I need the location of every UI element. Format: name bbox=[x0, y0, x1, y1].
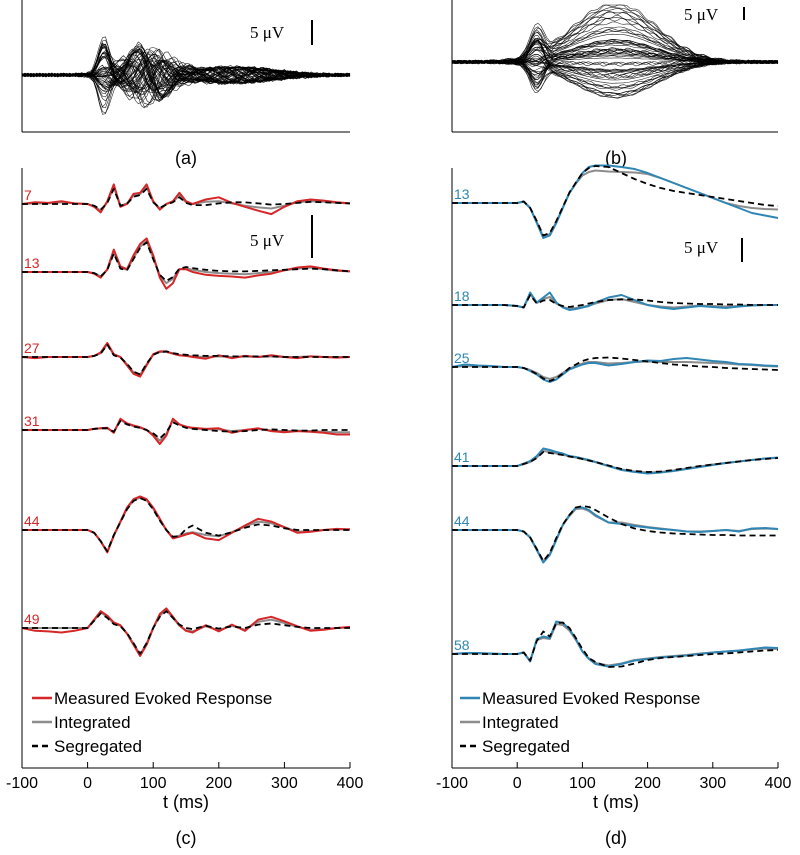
panel-b-overlay-trace bbox=[451, 30, 779, 63]
panel-d-legend-label-0: Measured Evoked Response bbox=[482, 689, 700, 708]
panel-d-channel-label-18: 18 bbox=[454, 288, 470, 304]
panel-c-scalebar-label: 5 μV bbox=[250, 231, 285, 250]
panel-c-legend: Measured Evoked Response Integrated Segreg… bbox=[32, 689, 272, 756]
panel-c-channel-label-13: 13 bbox=[24, 255, 40, 271]
panel-c-ch27-measured-line bbox=[21, 342, 351, 378]
panel-c-ch13-segregated-line bbox=[22, 241, 351, 282]
panel-c-xtick-label-300: 300 bbox=[271, 775, 298, 792]
panel-d-ch41-measured-line bbox=[452, 447, 779, 475]
panel-b-overlay-trace bbox=[452, 54, 779, 81]
panel-c-xtick-label--100: -100 bbox=[6, 775, 38, 792]
panel-d-ch44-segregated-line bbox=[452, 505, 778, 562]
panel-c-channel-label-49: 49 bbox=[24, 611, 40, 627]
panel-b-overlay-trace bbox=[451, 11, 779, 65]
panel-c-channel-label-44: 44 bbox=[24, 513, 40, 529]
panel-c-ch7-integrated-line bbox=[21, 186, 351, 212]
panel-a-scalebar-label: 5 μV bbox=[250, 23, 285, 42]
panel-b-scalebar-label: 5 μV bbox=[684, 5, 719, 24]
panel-d-ch44-integrated-line bbox=[452, 507, 779, 563]
panel-c-xtick-label-400: 400 bbox=[337, 775, 364, 792]
panel-d-ch58-integrated-line bbox=[451, 623, 779, 667]
panel-d-xlabel: t (ms) bbox=[593, 792, 639, 812]
panel-c-ch13-measured-line bbox=[22, 237, 351, 290]
panel-b-overlay-trace bbox=[451, 17, 779, 65]
panel-c-channel-label-27: 27 bbox=[24, 340, 40, 356]
panel-b-overlay-trace bbox=[451, 38, 779, 94]
panel-d-ch13-segregated-line bbox=[452, 165, 779, 237]
panel-b-overlay-trace bbox=[451, 60, 779, 93]
panel-b-overlay-trace bbox=[451, 26, 779, 63]
panel-b-overlay-trace bbox=[451, 46, 779, 73]
panel-c-ch44-segregated-line bbox=[22, 497, 350, 553]
panel-d-xtick-label-200: 200 bbox=[634, 775, 661, 792]
panel-a-overlay-traces bbox=[21, 36, 351, 115]
panel-d-xtick-label-100: 100 bbox=[569, 775, 596, 792]
panel-d-channel-label-25: 25 bbox=[454, 350, 470, 366]
panel-d-legend: Measured Evoked Response Integrated Segreg… bbox=[460, 689, 700, 756]
panel-c-legend-label-2: Segregated bbox=[54, 737, 142, 756]
panel-b-overlay-traces bbox=[451, 4, 779, 99]
panel-d-ch13-measured-line bbox=[452, 164, 779, 239]
panel-c-channel-label-31: 31 bbox=[24, 413, 40, 429]
panel-b-overlay-trace bbox=[451, 60, 779, 92]
panel-c-legend-label-1: Integrated bbox=[54, 713, 131, 732]
panel-d-ch44-measured-line bbox=[452, 506, 779, 564]
panel-d-ticks: -100 0 100 200 300 400 bbox=[436, 762, 791, 792]
panel-c-xtick-label-100: 100 bbox=[140, 775, 167, 792]
panel-c-legend-label-0: Measured Evoked Response bbox=[54, 689, 272, 708]
panel-c-ch27-segregated-line bbox=[22, 343, 350, 376]
panel-d-ch25-measured-line bbox=[451, 357, 779, 383]
panel-d-channel-label-13: 13 bbox=[454, 186, 470, 202]
panel-d-xtick-label-400: 400 bbox=[765, 775, 792, 792]
panel-d-ch18-segregated-line bbox=[452, 294, 778, 309]
panel-c-label: (c) bbox=[176, 828, 197, 848]
panel-d-legend-label-1: Integrated bbox=[482, 713, 559, 732]
panel-b-overlay-trace bbox=[452, 42, 779, 86]
panel-d-ch41-segregated-line bbox=[452, 451, 779, 473]
panel-d-ch25-segregated-line bbox=[452, 356, 779, 382]
panel-c-xlabel: t (ms) bbox=[163, 792, 209, 812]
panel-d-channel-label-44: 44 bbox=[454, 513, 470, 529]
panel-c-xtick-label-200: 200 bbox=[205, 775, 232, 792]
panel-b: 5 μV (b) bbox=[451, 0, 779, 168]
panel-d-scalebar-label: 5 μV bbox=[684, 238, 719, 257]
panel-c: 7 13 27 31 44 49 -100 0 100 200 300 400 5 μV Measu… bbox=[6, 168, 363, 848]
panel-d: 13 18 25 41 44 58 -100 0 100 200 300 400 5 μV Meas… bbox=[436, 164, 791, 848]
panel-c-ch7-segregated-line bbox=[22, 187, 351, 211]
panel-a-overlay-trace bbox=[21, 62, 351, 82]
panel-c-ch13-integrated-line bbox=[22, 240, 351, 285]
panel-a-overlay-trace bbox=[21, 36, 351, 92]
panel-c-channel-label-7: 7 bbox=[24, 187, 32, 203]
panel-c-xtick-label-0: 0 bbox=[83, 775, 92, 792]
panel-a-overlay-trace bbox=[21, 53, 351, 102]
panel-a-overlay-trace bbox=[21, 49, 351, 97]
panel-a: 5 μV (a) bbox=[21, 0, 351, 168]
panel-d-channel-label-58: 58 bbox=[454, 637, 470, 653]
panel-d-traces: 13 18 25 41 44 58 bbox=[451, 164, 779, 668]
panel-c-ch49-segregated-line bbox=[22, 610, 350, 655]
panel-c-ch49-measured-line bbox=[21, 607, 351, 657]
panel-d-ch58-measured-line bbox=[451, 620, 779, 668]
panel-d-xtick-label-300: 300 bbox=[699, 775, 726, 792]
panel-d-ch18-measured-line bbox=[452, 291, 778, 311]
panel-b-overlay-trace bbox=[451, 29, 779, 64]
panel-d-xtick-label-0: 0 bbox=[513, 775, 522, 792]
panel-d-label: (d) bbox=[605, 828, 627, 848]
panel-c-ch27-integrated-line bbox=[22, 343, 350, 376]
panel-c-ch31-measured-line bbox=[22, 417, 350, 445]
panel-d-legend-label-2: Segregated bbox=[482, 737, 570, 756]
panel-a-label: (a) bbox=[175, 148, 197, 168]
panel-d-channel-label-41: 41 bbox=[454, 449, 470, 465]
panel-c-traces: 7 13 27 31 44 49 bbox=[21, 183, 351, 657]
panel-c-ticks: -100 0 100 200 300 400 bbox=[6, 762, 363, 792]
panel-c-ch44-measured-line bbox=[22, 495, 351, 554]
panel-d-ch58-segregated-line bbox=[452, 621, 779, 668]
panel-d-xtick-label--100: -100 bbox=[436, 775, 468, 792]
panel-c-ch31-segregated-line bbox=[22, 420, 350, 440]
panel-c-ch44-integrated-line bbox=[22, 496, 350, 553]
panel-c-ch7-measured-line bbox=[21, 183, 351, 216]
panel-b-label: (b) bbox=[605, 148, 627, 168]
